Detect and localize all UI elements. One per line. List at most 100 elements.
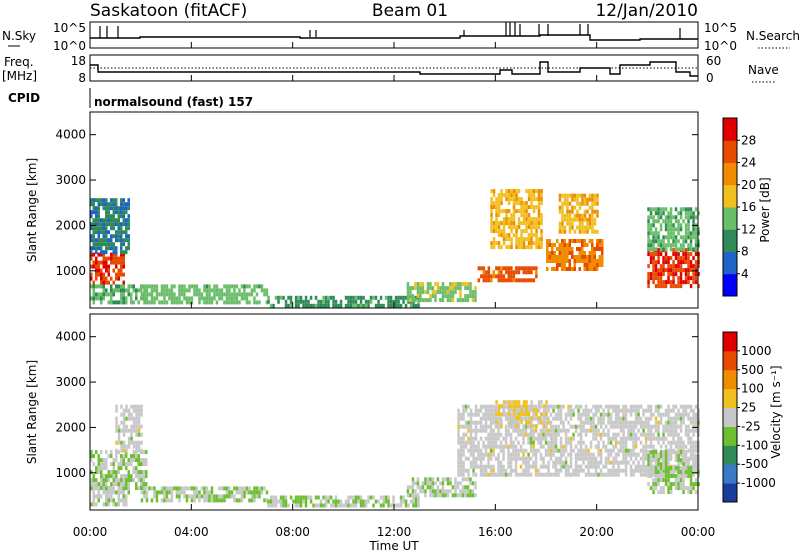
power-cell-2 <box>102 198 105 203</box>
velocity-cell-6 <box>684 404 688 409</box>
power-cell-3 <box>148 284 151 289</box>
power-cell-8 <box>588 259 591 263</box>
power-cell-9 <box>563 201 567 206</box>
velocity-cell-1 <box>110 486 113 491</box>
power-cell-6 <box>482 270 486 275</box>
power-cell-4 <box>319 299 323 304</box>
power-cell-9 <box>578 205 582 210</box>
velocity-cell-8 <box>647 474 650 479</box>
power-cell-2 <box>97 226 100 231</box>
power-cell-11 <box>652 207 655 212</box>
power-cell-9 <box>561 205 564 210</box>
velocity-cell-0 <box>112 462 115 467</box>
velocity-cell-2 <box>127 440 131 445</box>
power-cell-7 <box>520 221 523 226</box>
velocity-cell-6 <box>542 472 545 477</box>
velocity-cell-6 <box>532 416 535 421</box>
power-cell-1 <box>112 288 115 293</box>
velocity-cell-6 <box>657 404 660 409</box>
velocity-cell-6 <box>692 444 695 449</box>
power-cell-3 <box>163 292 166 297</box>
velocity-cell-6 <box>644 448 648 453</box>
velocity-cell-6 <box>592 460 595 465</box>
velocity-cell-6 <box>587 412 590 417</box>
power-cell-2 <box>107 218 110 223</box>
velocity-cell-6 <box>462 404 465 409</box>
velocity-cell-6 <box>577 448 580 453</box>
velocity-cell-6 <box>492 444 495 449</box>
power-cell-10 <box>687 256 690 261</box>
velocity-cell-0 <box>137 474 140 479</box>
velocity-cell-6 <box>462 472 465 477</box>
velocity-cell-4 <box>314 503 318 508</box>
velocity-cell-6 <box>594 444 598 449</box>
velocity-cell-6 <box>637 416 640 421</box>
power-cell-7 <box>510 213 513 218</box>
velocity-cell-6 <box>554 432 558 437</box>
power-cell-5 <box>466 294 470 299</box>
power-cell-8 <box>591 259 594 263</box>
power-cell-8 <box>586 255 589 259</box>
velocity-cell-6 <box>497 452 500 457</box>
power-cell-2 <box>110 222 113 227</box>
power-cell-9 <box>563 213 567 218</box>
power-cell-7 <box>505 233 508 238</box>
velocity-cell-6 <box>552 428 555 433</box>
freq-tick-top: 18 <box>71 54 86 68</box>
velocity-cell-4 <box>334 495 338 500</box>
velocity-cell-0 <box>105 458 108 463</box>
power-cell-6 <box>490 274 493 279</box>
power-cell-2 <box>107 214 110 219</box>
power-cell-4 <box>297 295 300 300</box>
velocity-cell-6 <box>697 408 700 413</box>
power-cell-8 <box>561 239 564 243</box>
velocity-cell-6 <box>644 420 648 425</box>
velocity-cell-3 <box>198 490 201 495</box>
velocity-cell-6 <box>492 452 495 457</box>
velocity-cell-6 <box>637 412 640 417</box>
velocity-cell-3 <box>203 498 206 503</box>
velocity-cell-6 <box>599 424 603 429</box>
velocity-cell-6 <box>637 420 640 425</box>
power-cell-1 <box>102 288 105 293</box>
power-cell-3 <box>165 300 169 305</box>
power-cell-8 <box>578 239 581 243</box>
power-cell-1 <box>135 296 138 301</box>
velocity-cell-3 <box>153 486 156 491</box>
velocity-cell-6 <box>557 468 560 473</box>
velocity-cell-6 <box>627 428 630 433</box>
velocity-cell-2 <box>132 440 136 445</box>
velocity-cell-6 <box>692 468 695 473</box>
velocity-cell-6 <box>584 428 588 433</box>
velocity-cell-6 <box>562 444 565 449</box>
power-cell-0 <box>110 252 113 257</box>
velocity-cell-2 <box>135 444 138 449</box>
velocity-cell-3 <box>200 486 204 491</box>
power-cell-2 <box>105 230 108 235</box>
velocity-cell-3 <box>173 486 176 491</box>
power-cell-11 <box>694 235 698 240</box>
power-cell-3 <box>150 288 154 293</box>
velocity-cell-6 <box>569 448 573 453</box>
power-cell-2 <box>120 206 123 211</box>
power-cell-3 <box>160 292 164 297</box>
power-cell-8 <box>573 263 576 267</box>
velocity-cell-3 <box>140 490 144 495</box>
power-cell-10 <box>664 252 668 257</box>
power-cell-8 <box>601 259 604 263</box>
power-cell-1 <box>95 292 98 297</box>
power-cell-8 <box>561 255 564 259</box>
power-cell-4 <box>324 299 328 304</box>
velocity-cell-8 <box>649 470 653 475</box>
power-cell-2 <box>120 198 123 203</box>
velocity-cell-6 <box>469 452 473 457</box>
velocity-cell-6 <box>497 420 500 425</box>
velocity-cell-6 <box>572 408 575 413</box>
velocity-cell-4 <box>317 495 320 500</box>
velocity-cell-5 <box>441 493 445 498</box>
velocity-cell-6 <box>674 440 678 445</box>
power-cell-7 <box>525 237 528 242</box>
velocity-cell-4 <box>402 495 405 500</box>
velocity-cell-2 <box>125 416 128 421</box>
power-cell-7 <box>500 221 503 226</box>
